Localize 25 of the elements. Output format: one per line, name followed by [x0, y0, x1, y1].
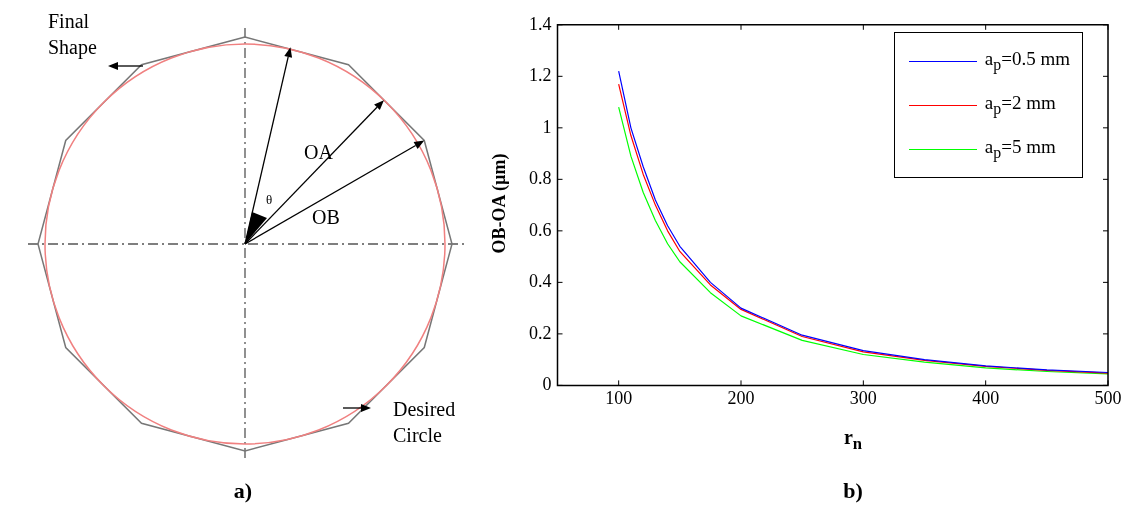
y-tick-label: 0.4	[529, 271, 552, 292]
x-tick-label: 400	[972, 387, 1000, 408]
text: b)	[842, 478, 864, 504]
y-tick-label: 1.4	[529, 13, 552, 34]
legend-label: a$_{p}$=2 mm	[984, 92, 1056, 118]
text: OB	[312, 206, 340, 228]
legend-label: a$_{p}$=5 mm	[984, 136, 1056, 162]
x-tick-label: 300	[849, 387, 877, 408]
x-axis-title: r$_{n}$	[842, 426, 864, 454]
y-tick-label: 0.8	[529, 168, 552, 189]
text: OA	[304, 141, 334, 163]
text: Desired Circle	[393, 397, 457, 448]
y-tick-label: 0	[542, 374, 552, 395]
text: θ	[266, 192, 273, 207]
y-axis-title: OB-OA (µm)	[488, 152, 510, 256]
y-tick-label: 0.6	[529, 219, 552, 240]
x-tick-label: 200	[727, 387, 755, 408]
y-tick-label: 1	[542, 116, 552, 137]
y-tick-label: 1.2	[529, 65, 552, 86]
x-tick-label: 100	[605, 387, 633, 408]
legend-label: a$_{p}$=0.5 mm	[984, 48, 1070, 74]
x-tick-label: 500	[1094, 387, 1122, 408]
text: a)	[232, 478, 254, 504]
text: Final Shape	[48, 9, 98, 60]
y-tick-label: 0.2	[529, 322, 552, 343]
